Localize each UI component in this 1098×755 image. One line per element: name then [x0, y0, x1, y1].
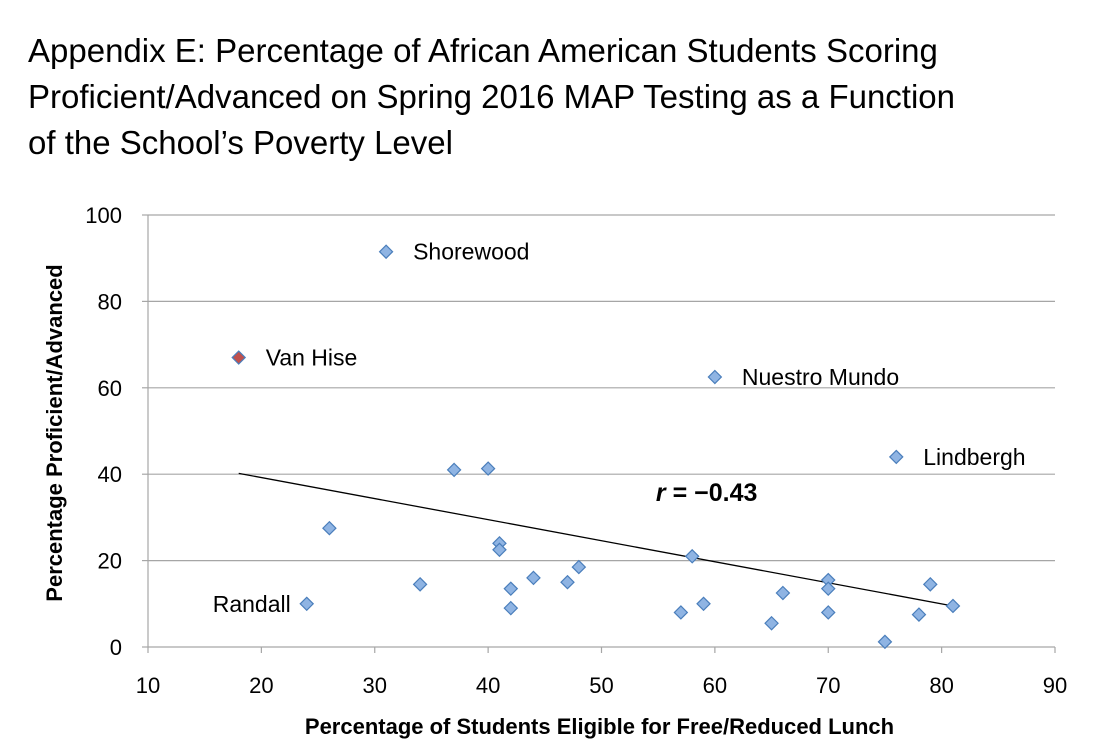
data-point [322, 520, 337, 536]
x-tick-label: 10 [136, 673, 160, 698]
point-label: Nuestro Mundo [742, 364, 899, 390]
data-point [446, 462, 462, 478]
data-point [526, 570, 541, 586]
point-labels: Shorewood Van Hise Nuestro Mundo Lindbergh R… [213, 239, 1026, 617]
data-point [560, 574, 575, 590]
highlighted-data-point [231, 350, 247, 365]
data-point [820, 605, 836, 620]
y-tick-label: 0 [110, 635, 122, 660]
gridlines [148, 214, 1055, 562]
correlation-label: r = −0.43 [656, 479, 757, 507]
y-tick-label: 40 [98, 462, 122, 487]
x-tick-label: 20 [249, 673, 273, 698]
data-point [696, 596, 711, 612]
x-tick-label: 60 [703, 673, 727, 698]
x-tick-label: 30 [363, 673, 387, 698]
point-label: Lindbergh [923, 444, 1025, 470]
data-point [673, 605, 689, 620]
chart-title-line-1: Appendix E: Percentage of African Americ… [28, 32, 938, 69]
data-point [888, 449, 904, 465]
x-tick-label: 80 [929, 673, 953, 698]
point-label: Randall [213, 591, 291, 617]
x-tick-label: 90 [1043, 673, 1067, 698]
data-point [775, 585, 791, 601]
data-point [820, 581, 836, 597]
y-tick-label: 60 [98, 376, 122, 401]
chart-title-line-3: of the School’s Poverty Level [28, 124, 453, 161]
data-point [299, 596, 315, 612]
data-point [945, 598, 961, 614]
axes: 0 20 40 60 80 100 10 20 30 40 50 60 70 80 90 [85, 203, 1067, 698]
data-point [378, 244, 394, 260]
data-point [764, 615, 779, 631]
data-point [684, 548, 700, 564]
data-point [922, 577, 938, 592]
correlation-value: = −0.43 [666, 479, 758, 507]
data-point [503, 581, 519, 597]
chart-title: Appendix E: Percentage of African Americ… [28, 28, 1078, 166]
data-point [412, 577, 428, 592]
data-point [707, 369, 723, 385]
data-point [503, 600, 519, 616]
x-tick-label: 40 [476, 673, 500, 698]
trendline [238, 472, 954, 607]
data-points [231, 244, 961, 650]
correlation-symbol: r [656, 479, 667, 507]
chart-title-line-2: Proficient/Advanced on Spring 2016 MAP T… [28, 78, 956, 115]
data-point [492, 542, 507, 558]
data-point [877, 634, 893, 650]
x-tick-label: 70 [816, 673, 840, 698]
trendline-group [238, 472, 954, 607]
point-label: Van Hise [266, 345, 358, 371]
point-label: Shorewood [413, 239, 529, 265]
y-tick-label: 100 [85, 203, 122, 228]
x-tick-label: 50 [589, 673, 613, 698]
y-axis-title: Percentage Proficient/Advanced [42, 264, 67, 601]
data-point [911, 607, 927, 622]
y-tick-label: 20 [98, 549, 122, 574]
x-axis-title: Percentage of Students Eligible for Free… [305, 714, 894, 739]
data-point [480, 461, 496, 476]
data-point [571, 559, 587, 575]
y-tick-label: 80 [98, 289, 122, 314]
